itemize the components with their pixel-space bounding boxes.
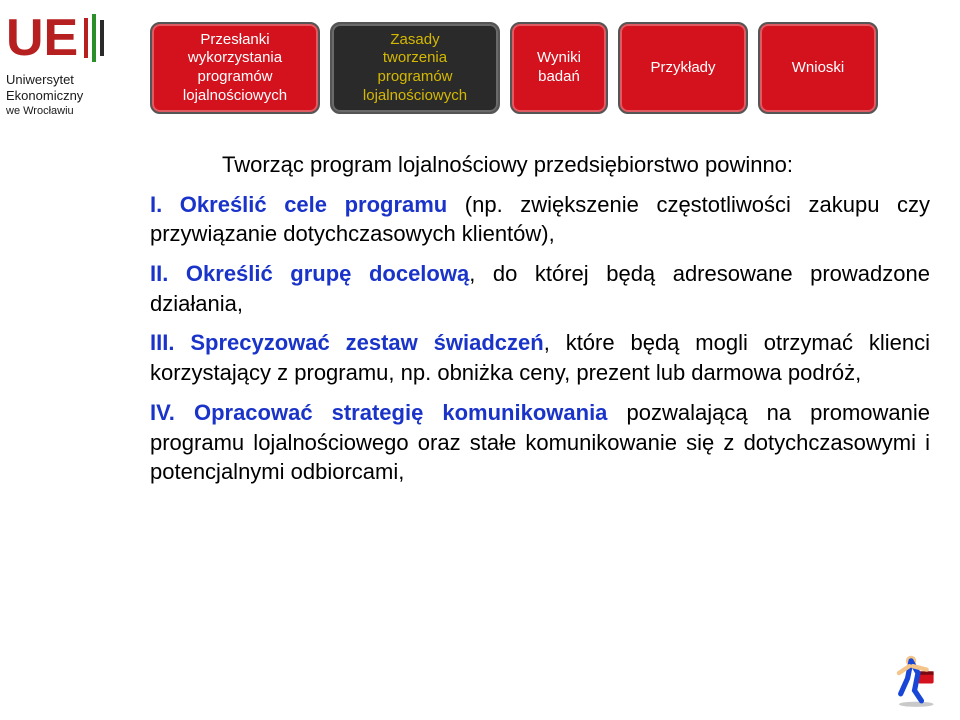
tab-bar: Przesłanki wykorzystania programów lojal… [150, 22, 878, 114]
university-logo: UE Uniwersytet Ekonomiczny we Wrocławiu [6, 10, 134, 118]
logo-text: Uniwersytet Ekonomiczny we Wrocławiu [6, 72, 134, 118]
tab-label: Zasady tworzenia programów lojalnościowy… [363, 31, 467, 106]
tab-results[interactable]: Wyniki badań [510, 22, 608, 114]
list-item: I. Określić cele programu (np. zwiększen… [150, 190, 930, 249]
item-key: Sprecyzować zestaw świadczeń [190, 330, 543, 355]
logo-text-line1: Uniwersytet [6, 72, 134, 88]
intro-text: Tworząc program lojalnościowy przedsiębi… [150, 150, 930, 180]
tab-premises[interactable]: Przesłanki wykorzystania programów lojal… [150, 22, 320, 114]
item-key: Określić cele programu [180, 192, 447, 217]
slide-content: Tworząc program lojalnościowy przedsiębi… [150, 150, 930, 497]
tab-label: Wyniki badań [537, 49, 581, 87]
item-key: Określić grupę docelową [186, 261, 469, 286]
tab-conclusions[interactable]: Wnioski [758, 22, 878, 114]
tab-label: Przesłanki wykorzystania programów lojal… [183, 31, 287, 106]
intro-lead: Tworząc program lojalnościowy przedsiębi… [222, 152, 793, 177]
tab-label: Wnioski [792, 59, 845, 78]
list-item: II. Określić grupę docelową, do której b… [150, 259, 930, 318]
logo-mark-row: UE [6, 10, 134, 66]
logo-text-line3: we Wrocławiu [6, 105, 134, 119]
logo-bars-icon [82, 10, 110, 66]
list-item: III. Sprecyzować zestaw świadczeń, które… [150, 328, 930, 387]
item-number: I. [150, 192, 162, 217]
tab-label: Przykłady [650, 59, 715, 78]
logo-mark: UE [6, 15, 78, 62]
tab-examples[interactable]: Przykłady [618, 22, 748, 114]
logo-text-line2: Ekonomiczny [6, 88, 134, 104]
list-item: IV. Opracować strategię komunikowania po… [150, 398, 930, 487]
sidebar: UE Uniwersytet Ekonomiczny we Wrocławiu [0, 0, 140, 720]
runner-icon [892, 652, 944, 708]
item-number: III. [150, 330, 174, 355]
item-key: Opracować strategię komunikowania [194, 400, 607, 425]
item-number: II. [150, 261, 168, 286]
item-number: IV. [150, 400, 175, 425]
tab-principles[interactable]: Zasady tworzenia programów lojalnościowy… [330, 22, 500, 114]
